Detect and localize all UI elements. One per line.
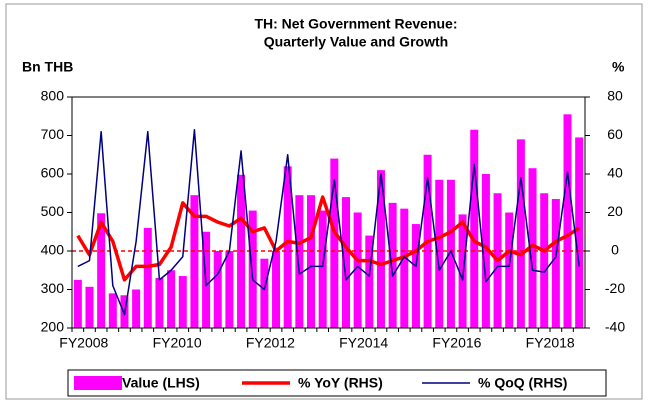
y2-axis-label: % [612,59,625,75]
bar [353,212,362,328]
bar [295,195,304,328]
bar [213,251,222,328]
bar [330,158,339,328]
bar [132,289,141,328]
bar [446,179,455,328]
bar [73,279,82,328]
bar [283,166,292,328]
y-tick-label: 800 [41,88,65,104]
x-tick-label: FY2012 [246,335,295,351]
bar [97,213,106,328]
bar [167,270,176,328]
bar [143,227,152,328]
bar [341,197,350,328]
bar [272,251,281,328]
bar [575,137,584,328]
bar [318,210,327,328]
legend-label: Value (LHS) [122,375,200,391]
y-tick-label: 300 [41,280,65,296]
y-tick-label: 600 [41,165,65,181]
line [76,195,581,282]
y-tick-label: 500 [41,203,65,219]
bar [540,193,549,328]
y2-tick-label: -40 [605,319,625,335]
line [77,128,580,316]
y2-tick-label: 0 [611,242,619,258]
bar [108,293,117,328]
bar [400,208,409,328]
legend-label: % YoY (RHS) [298,375,383,391]
x-tick-label: FY2008 [59,335,108,351]
y2-tick-label: 60 [607,126,623,142]
bar [411,224,420,328]
bar [458,214,467,328]
bar [528,168,537,328]
legend-swatch [74,376,122,390]
bar [376,170,385,328]
bar [155,277,164,328]
bar [388,202,397,328]
y-tick-label: 400 [41,242,65,258]
legend-label: % QoQ (RHS) [478,375,567,391]
y-tick-label: 200 [41,319,65,335]
y2-tick-label: 40 [607,165,623,181]
y2-tick-label: -20 [605,280,625,296]
bar [505,212,514,328]
bar [435,179,444,328]
bar [190,195,199,328]
chart-title: Quarterly Value and Growth [264,34,448,50]
bar [307,195,316,328]
bar [516,139,525,328]
bar [178,276,187,328]
y-tick-label: 700 [41,126,65,142]
bar [470,129,479,328]
bar [225,251,234,328]
legend-frame [67,369,607,397]
x-tick-label: FY2018 [526,335,575,351]
bar [563,114,572,328]
x-tick-label: FY2016 [432,335,481,351]
bar [85,286,94,328]
y-axis-label: Bn THB [22,59,73,75]
y2-tick-label: 20 [607,203,623,219]
x-tick-label: FY2014 [339,335,388,351]
bar [248,210,257,328]
bar [260,258,269,328]
chart-title: TH: Net Government Revenue: [254,16,457,32]
y2-tick-label: 80 [607,88,623,104]
bar [551,199,560,328]
x-tick-label: FY2010 [153,335,202,351]
bar [365,235,374,328]
